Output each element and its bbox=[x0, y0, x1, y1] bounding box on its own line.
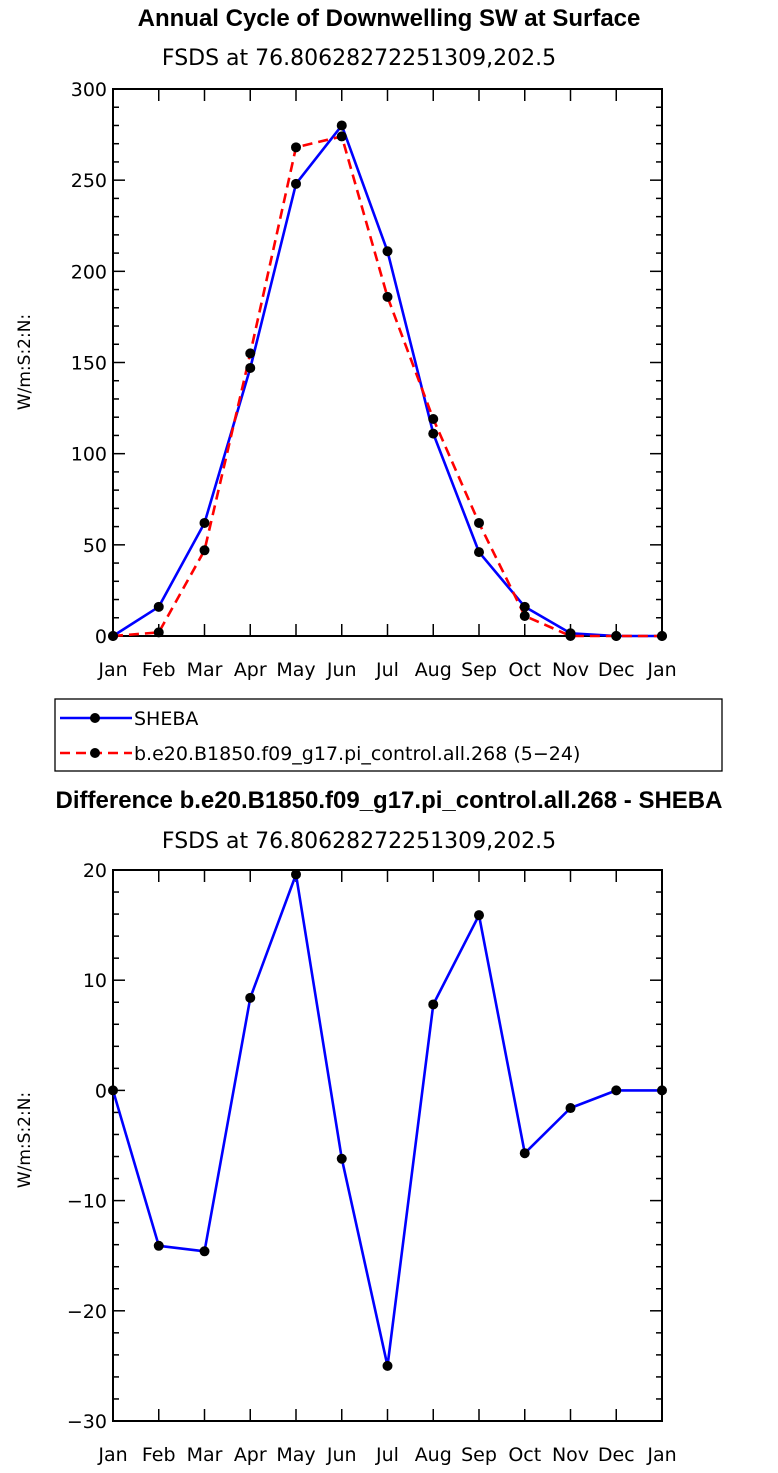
x-tick-label: Feb bbox=[142, 1444, 176, 1466]
y-tick-label: −30 bbox=[67, 1411, 107, 1433]
data-point bbox=[199, 545, 210, 556]
data-point bbox=[428, 999, 439, 1010]
data-point bbox=[108, 631, 118, 641]
legend-marker-model bbox=[90, 748, 100, 758]
y-tick-label: 0 bbox=[95, 626, 107, 648]
series-line-1 bbox=[112, 135, 662, 638]
x-tick-label: Jun bbox=[326, 1444, 357, 1466]
data-point bbox=[474, 517, 484, 528]
data-point bbox=[565, 631, 576, 641]
x-tick-label: Oct bbox=[508, 1444, 541, 1466]
y-axis-label: W/m:S:2:N: bbox=[15, 1092, 35, 1188]
series-line-0 bbox=[112, 124, 662, 638]
x-tick-label: Sep bbox=[461, 659, 497, 681]
y-tick-label: −10 bbox=[67, 1191, 107, 1213]
data-point bbox=[611, 631, 622, 641]
data-point bbox=[565, 1103, 576, 1114]
data-point bbox=[657, 1085, 667, 1096]
legend-box bbox=[54, 698, 723, 772]
data-point bbox=[336, 1153, 347, 1164]
y-axis-label: W/m:S:2:N: bbox=[15, 314, 35, 410]
x-tick-label: Jan bbox=[97, 659, 127, 681]
data-point bbox=[291, 178, 301, 189]
y-tick-label: 10 bbox=[83, 970, 107, 992]
y-tick-label: 250 bbox=[71, 170, 107, 192]
plot-frame bbox=[112, 88, 663, 637]
y-tick-label: 100 bbox=[71, 444, 107, 466]
data-point bbox=[336, 120, 347, 131]
data-point bbox=[382, 291, 393, 302]
x-tick-label: Jan bbox=[646, 1444, 676, 1466]
difference-chart: Difference b.e20.B1850.f09_g17.pi_contro… bbox=[15, 787, 722, 1466]
legend: SHEBA b.e20.B1850.f09_g17.pi_control.all… bbox=[54, 698, 723, 772]
x-tick-label: Aug bbox=[415, 1444, 452, 1466]
x-tick-label: May bbox=[276, 1444, 315, 1466]
y-tick-label: −20 bbox=[67, 1301, 107, 1323]
x-tick-label: Nov bbox=[552, 1444, 589, 1466]
x-tick-label: Sep bbox=[461, 1444, 497, 1466]
x-tick-label: Jan bbox=[646, 659, 676, 681]
data-point bbox=[199, 1246, 210, 1257]
data-point bbox=[245, 362, 256, 373]
series-line-0 bbox=[111, 873, 662, 1368]
legend-label-sheba: SHEBA bbox=[134, 708, 198, 730]
annual-cycle-chart: Annual Cycle of Downwelling SW at Surfac… bbox=[15, 5, 677, 681]
data-point bbox=[519, 601, 530, 612]
data-point bbox=[153, 601, 164, 612]
data-point bbox=[428, 414, 439, 425]
legend-label-model: b.e20.B1850.f09_g17.pi_control.all.268 (… bbox=[134, 743, 580, 765]
data-point bbox=[474, 547, 484, 558]
data-point bbox=[611, 1085, 622, 1096]
x-tick-label: Dec bbox=[598, 659, 635, 681]
x-tick-label: Oct bbox=[508, 659, 541, 681]
data-point bbox=[199, 517, 210, 528]
data-point bbox=[336, 131, 347, 142]
data-point bbox=[245, 992, 256, 1003]
y-tick-label: 150 bbox=[71, 353, 107, 375]
plot-frame bbox=[112, 869, 663, 1422]
x-tick-label: Apr bbox=[234, 659, 267, 681]
x-tick-label: May bbox=[276, 659, 315, 681]
data-point bbox=[108, 1085, 118, 1096]
y-tick-label: 50 bbox=[83, 535, 107, 557]
data-point bbox=[519, 610, 530, 621]
data-point bbox=[519, 1148, 530, 1159]
x-tick-label: Jul bbox=[375, 1444, 399, 1466]
data-point bbox=[291, 869, 301, 880]
chart-subtitle: FSDS at 76.80628272251309,202.5 bbox=[162, 829, 556, 854]
x-tick-label: Nov bbox=[552, 659, 589, 681]
y-tick-label: 0 bbox=[95, 1080, 107, 1102]
data-point bbox=[153, 1240, 164, 1251]
x-tick-label: Aug bbox=[415, 659, 452, 681]
x-tick-label: Jul bbox=[375, 659, 399, 681]
chart-title: Difference b.e20.B1850.f09_g17.pi_contro… bbox=[56, 787, 723, 814]
data-point bbox=[382, 1360, 393, 1371]
plot-area: −30 −20 −10 0 10 20 Jan Feb Mar Apr May Jun Jul Aug Se… bbox=[67, 860, 677, 1466]
y-tick-label: 20 bbox=[83, 860, 107, 882]
data-point bbox=[291, 142, 301, 153]
plot-area: 0 50 100 150 200 250 300 Jan Feb Mar Apr May Jun Jul A… bbox=[71, 79, 677, 681]
x-tick-label: Feb bbox=[142, 659, 176, 681]
y-tick-label: 200 bbox=[71, 261, 107, 283]
x-tick-label: Jan bbox=[97, 1444, 127, 1466]
data-point bbox=[657, 631, 667, 641]
x-tick-label: Apr bbox=[234, 1444, 267, 1466]
data-point bbox=[474, 910, 484, 921]
y-tick-label: 300 bbox=[71, 79, 107, 101]
x-tick-label: Mar bbox=[187, 1444, 223, 1466]
data-point bbox=[382, 246, 393, 257]
data-point bbox=[153, 627, 164, 638]
x-tick-label: Dec bbox=[598, 1444, 635, 1466]
legend-marker-sheba bbox=[90, 713, 100, 723]
data-point bbox=[428, 428, 439, 439]
chart-subtitle: FSDS at 76.80628272251309,202.5 bbox=[162, 46, 556, 71]
x-tick-label: Jun bbox=[326, 659, 357, 681]
chart-title: Annual Cycle of Downwelling SW at Surfac… bbox=[138, 5, 641, 32]
x-tick-label: Mar bbox=[187, 659, 223, 681]
data-point bbox=[245, 348, 256, 359]
